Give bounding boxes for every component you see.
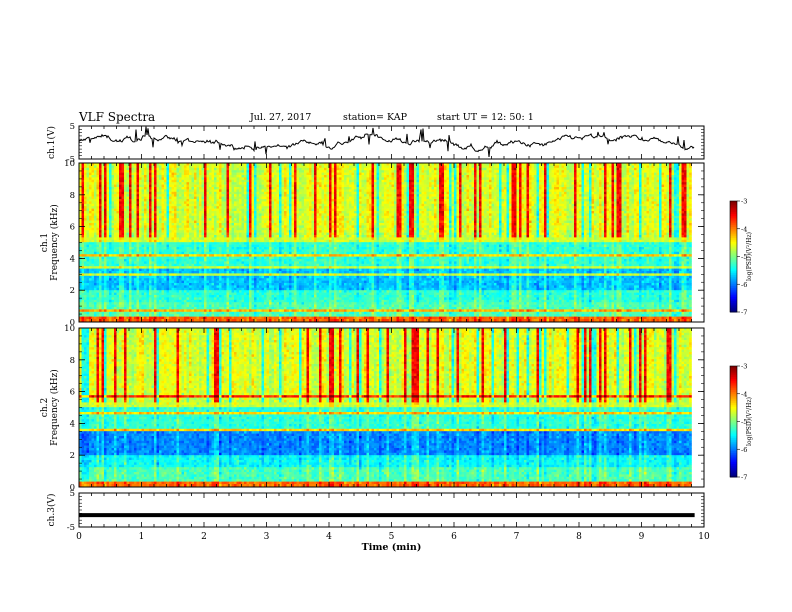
y-tick-label: 4 bbox=[70, 254, 75, 264]
station-label: station= KAP bbox=[343, 112, 407, 123]
y-tick-label: 6 bbox=[70, 223, 75, 233]
ch1-spectrogram-image bbox=[79, 163, 692, 322]
y-tick-label: -5 bbox=[67, 523, 75, 533]
y-tick-label: 6 bbox=[70, 388, 75, 398]
colorbar-tick-label: -3 bbox=[741, 198, 747, 206]
colorbar-tick-label: -4 bbox=[741, 225, 747, 233]
x-tick-label: 5 bbox=[389, 532, 395, 542]
ch1-axis-label: ch.1(V) bbox=[46, 126, 57, 159]
y-tick-label: 8 bbox=[70, 356, 75, 366]
y-tick-label: 2 bbox=[70, 451, 75, 461]
spectrogram-axis-label: Frequency (kHz) bbox=[49, 369, 60, 446]
x-tick-label: 7 bbox=[514, 532, 520, 542]
y-tick-label: 4 bbox=[70, 419, 75, 429]
y-tick-label: 5 bbox=[70, 122, 75, 132]
x-tick-label: 1 bbox=[139, 532, 145, 542]
y-tick-label: 10 bbox=[64, 159, 75, 169]
ch2-spectrogram-image bbox=[79, 328, 692, 487]
x-tick-label: 8 bbox=[576, 532, 582, 542]
spectrogram-channel-label: ch.2 bbox=[40, 398, 50, 417]
y-tick-label: 0 bbox=[70, 318, 75, 328]
y-tick-label: 2 bbox=[70, 286, 75, 296]
x-tick-label: 9 bbox=[639, 532, 645, 542]
y-tick-label: 8 bbox=[70, 191, 75, 201]
y-tick-label: -5 bbox=[67, 155, 75, 165]
panel-frame-4 bbox=[78, 492, 705, 528]
x-tick-label: 6 bbox=[451, 532, 457, 542]
date-label: Jul. 27, 2017 bbox=[250, 112, 311, 123]
colorbar-tick-label: -7 bbox=[741, 309, 747, 317]
spectrogram-channel-label: ch.1 bbox=[40, 233, 50, 252]
x-tick-label: 0 bbox=[76, 532, 82, 542]
colorbar bbox=[730, 366, 737, 478]
colorbar-tick-label: -3 bbox=[741, 363, 747, 371]
colorbar-tick-label: -6 bbox=[741, 281, 747, 289]
x-axis-label: Time (min) bbox=[362, 542, 422, 553]
colorbar-tick-label: -5 bbox=[741, 253, 747, 261]
colorbar-tick-label: -5 bbox=[741, 418, 747, 426]
colorbar-tick-label: -6 bbox=[741, 446, 747, 454]
start-time-label: start UT = 12: 50: 1 bbox=[437, 112, 534, 123]
colorbar-tick-label: -7 bbox=[741, 474, 747, 482]
y-tick-label: 5 bbox=[70, 489, 75, 499]
ch3-axis-label: ch.3(V) bbox=[46, 494, 57, 527]
ch1-waveform-line bbox=[78, 126, 695, 157]
y-tick-label: 10 bbox=[64, 324, 75, 334]
x-tick-label: 3 bbox=[264, 532, 270, 542]
chart-title: VLF Spectra bbox=[79, 110, 155, 124]
y-tick-label: 0 bbox=[70, 483, 75, 493]
spectrogram-axis-label: Frequency (kHz) bbox=[49, 204, 60, 281]
colorbar-label: log(PSD)(V²/Hz) bbox=[746, 397, 753, 446]
x-tick-label: 2 bbox=[201, 532, 207, 542]
x-tick-label: 10 bbox=[698, 532, 710, 542]
x-tick-label: 4 bbox=[326, 532, 332, 542]
colorbar bbox=[730, 201, 737, 313]
colorbar-label: log(PSD)(V²/Hz) bbox=[746, 232, 753, 281]
colorbar-tick-label: -4 bbox=[741, 390, 747, 398]
